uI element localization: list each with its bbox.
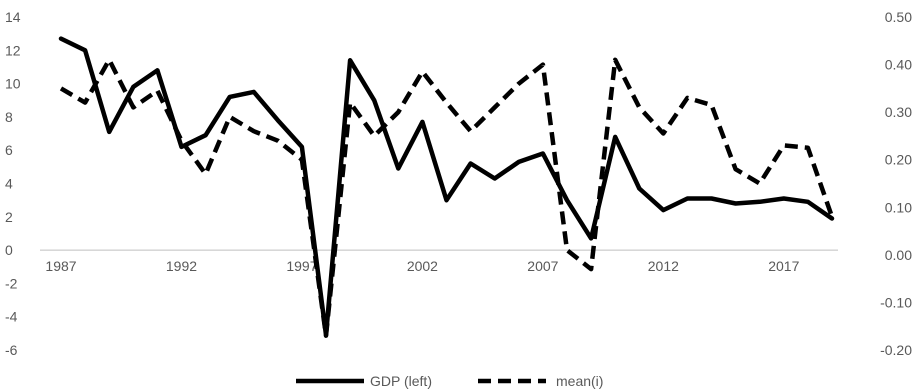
x-tick-label: 1987 [45, 258, 76, 274]
legend-label: GDP (left) [370, 373, 432, 389]
right-tick-label: -0.10 [880, 294, 912, 310]
left-axis-tick-labels: 14 12 10 8 6 4 2 0 -2 -4 -6 [5, 9, 21, 358]
series-line-gdp [58, 36, 835, 338]
x-axis-tick-labels: 1987 1992 1997 2002 2007 2012 2017 [45, 258, 799, 274]
left-tick-label: -4 [5, 309, 18, 325]
right-tick-label: 0.20 [885, 152, 912, 168]
right-tick-label: 0.40 [885, 57, 912, 73]
x-tick-label: 1997 [286, 258, 317, 274]
x-tick-label: 2012 [648, 258, 679, 274]
legend: GDP (left) mean(i) [296, 373, 603, 389]
x-tick-label: 2002 [407, 258, 438, 274]
left-tick-label: 12 [5, 42, 21, 58]
left-tick-label: 0 [5, 242, 13, 258]
left-tick-label: 14 [5, 9, 21, 25]
x-tick-label: 1992 [166, 258, 197, 274]
left-tick-label: 2 [5, 209, 13, 225]
right-axis-tick-labels: 0.50 0.40 0.30 0.20 0.10 0.00 -0.10 -0.20 [880, 9, 912, 358]
series-line-mean-i [59, 57, 835, 338]
left-tick-label: 6 [5, 142, 13, 158]
left-tick-label: 8 [5, 109, 13, 125]
left-tick-label: -2 [5, 275, 18, 291]
series-layer [58, 36, 835, 338]
x-tick-label: 2017 [768, 258, 799, 274]
legend-label: mean(i) [556, 373, 603, 389]
right-tick-label: -0.20 [880, 342, 912, 358]
left-tick-label: 10 [5, 76, 21, 92]
right-tick-label: 0.10 [885, 199, 912, 215]
left-tick-label: 4 [5, 176, 13, 192]
right-tick-label: 0.50 [885, 9, 912, 25]
right-tick-label: 0.00 [885, 247, 912, 263]
x-tick-label: 2007 [527, 258, 558, 274]
right-tick-label: 0.30 [885, 104, 912, 120]
left-tick-label: -6 [5, 342, 18, 358]
